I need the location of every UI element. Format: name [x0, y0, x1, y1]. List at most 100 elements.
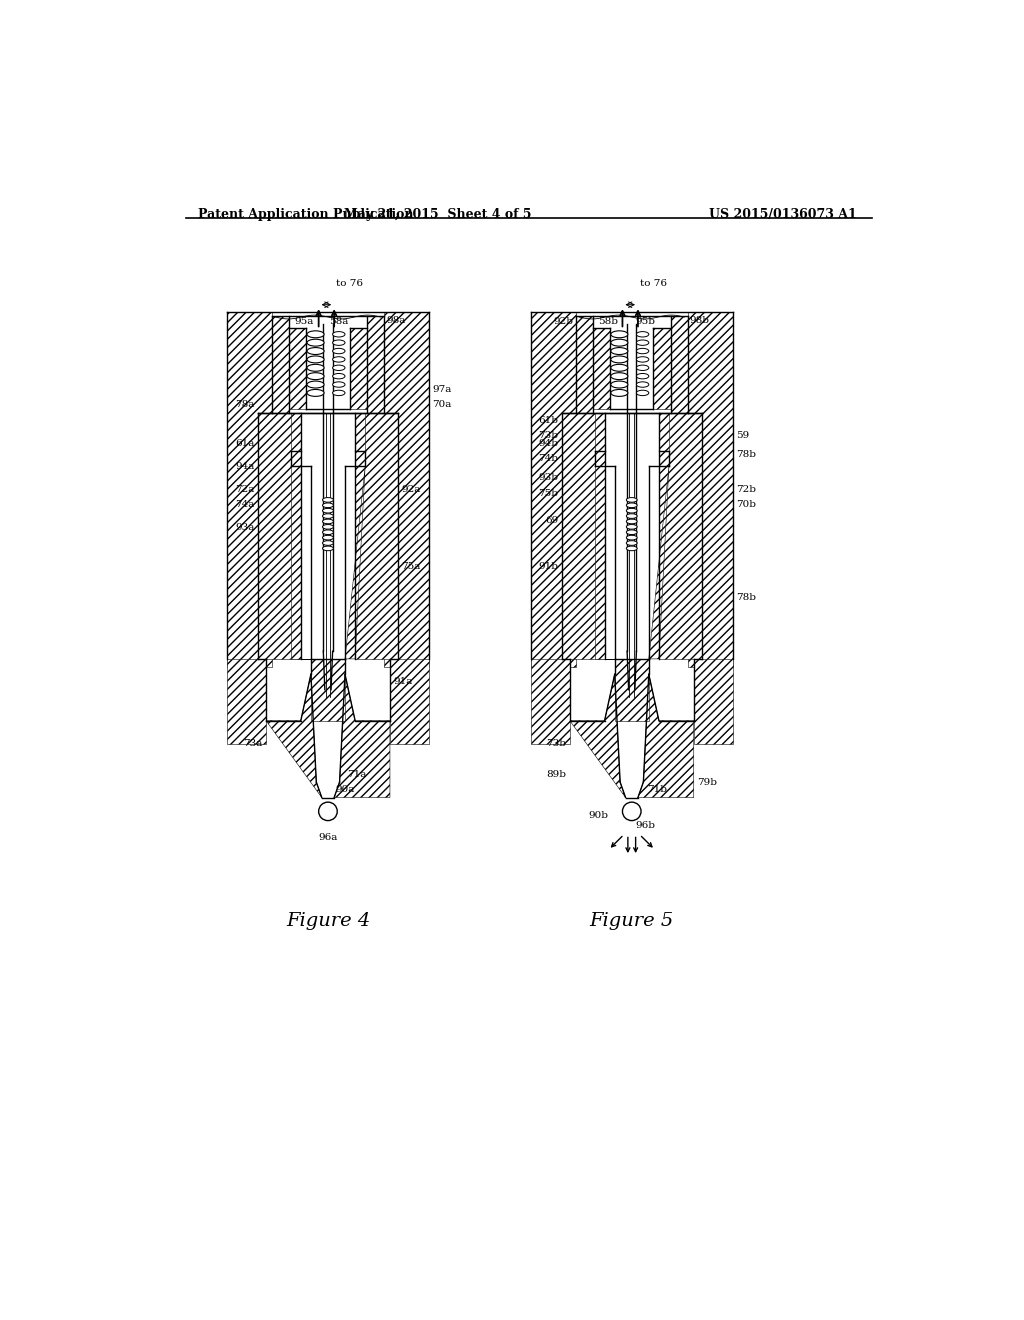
Polygon shape — [345, 466, 366, 659]
Polygon shape — [595, 466, 614, 659]
Polygon shape — [614, 659, 649, 721]
Ellipse shape — [611, 372, 628, 380]
Text: 75b: 75b — [539, 488, 558, 498]
Text: 73b: 73b — [539, 432, 558, 440]
Ellipse shape — [307, 364, 324, 371]
Ellipse shape — [636, 366, 649, 371]
Text: 69: 69 — [545, 516, 558, 525]
Text: 92a: 92a — [401, 484, 421, 494]
Polygon shape — [258, 412, 301, 659]
Ellipse shape — [323, 513, 334, 519]
Ellipse shape — [307, 347, 324, 355]
Ellipse shape — [627, 536, 637, 540]
Text: 92b: 92b — [554, 317, 573, 326]
Ellipse shape — [323, 498, 334, 502]
Polygon shape — [355, 412, 366, 466]
Polygon shape — [575, 317, 593, 412]
Polygon shape — [349, 327, 367, 409]
Polygon shape — [258, 659, 266, 721]
Polygon shape — [367, 317, 384, 412]
Text: 74a: 74a — [234, 500, 254, 510]
Ellipse shape — [307, 389, 324, 396]
Polygon shape — [355, 412, 397, 659]
Text: 98b: 98b — [690, 315, 710, 325]
Ellipse shape — [611, 339, 628, 346]
Text: 96a: 96a — [318, 833, 338, 842]
Polygon shape — [638, 675, 693, 797]
Ellipse shape — [627, 498, 637, 502]
Ellipse shape — [323, 524, 334, 529]
Polygon shape — [693, 659, 732, 743]
Text: 61b: 61b — [539, 416, 558, 425]
Text: 71b: 71b — [647, 785, 668, 795]
Text: 93a: 93a — [234, 524, 254, 532]
Ellipse shape — [627, 503, 637, 508]
Polygon shape — [311, 659, 345, 721]
Polygon shape — [227, 313, 272, 667]
Ellipse shape — [333, 391, 345, 396]
Polygon shape — [595, 412, 604, 466]
Text: 95a: 95a — [295, 317, 314, 326]
Text: 89b: 89b — [546, 770, 566, 779]
Text: 72b: 72b — [736, 484, 757, 494]
Ellipse shape — [627, 546, 637, 550]
Polygon shape — [291, 466, 311, 659]
Ellipse shape — [333, 341, 345, 346]
Polygon shape — [390, 659, 397, 721]
Ellipse shape — [323, 529, 334, 535]
Ellipse shape — [323, 541, 334, 545]
Ellipse shape — [636, 391, 649, 396]
Ellipse shape — [636, 348, 649, 354]
Text: 78b: 78b — [736, 450, 757, 459]
Text: May 21, 2015  Sheet 4 of 5: May 21, 2015 Sheet 4 of 5 — [344, 209, 531, 222]
Text: 59: 59 — [736, 432, 750, 440]
Polygon shape — [653, 327, 671, 409]
Ellipse shape — [333, 356, 345, 362]
Text: Patent Application Publication: Patent Application Publication — [198, 209, 414, 222]
Ellipse shape — [323, 519, 334, 524]
Polygon shape — [658, 412, 669, 466]
Polygon shape — [569, 675, 626, 797]
Polygon shape — [272, 317, 289, 412]
Ellipse shape — [333, 348, 345, 354]
Text: 96b: 96b — [636, 821, 655, 830]
Polygon shape — [227, 659, 266, 743]
Ellipse shape — [627, 513, 637, 519]
Polygon shape — [384, 313, 429, 667]
Text: 71a: 71a — [347, 770, 367, 779]
Ellipse shape — [307, 339, 324, 346]
Ellipse shape — [323, 546, 334, 550]
Text: 78b: 78b — [736, 593, 757, 602]
Ellipse shape — [611, 364, 628, 371]
Polygon shape — [687, 313, 732, 667]
Ellipse shape — [307, 356, 324, 363]
Text: to 76: to 76 — [336, 279, 362, 288]
Text: 93b: 93b — [539, 474, 558, 482]
Ellipse shape — [636, 331, 649, 337]
Text: Figure 5: Figure 5 — [590, 912, 674, 929]
Polygon shape — [266, 675, 322, 797]
Text: 70a: 70a — [432, 400, 452, 409]
Text: 79b: 79b — [697, 777, 718, 787]
Ellipse shape — [611, 331, 628, 338]
Text: 91a: 91a — [394, 677, 414, 686]
Polygon shape — [693, 659, 701, 721]
Ellipse shape — [333, 381, 345, 387]
Text: Figure 4: Figure 4 — [286, 912, 370, 929]
Text: 78a: 78a — [234, 400, 254, 409]
Polygon shape — [289, 327, 306, 409]
Text: 97a: 97a — [432, 385, 452, 393]
Ellipse shape — [636, 374, 649, 379]
Text: 91b: 91b — [539, 562, 558, 572]
Text: 61a: 61a — [234, 438, 254, 447]
Ellipse shape — [627, 524, 637, 529]
Ellipse shape — [611, 389, 628, 396]
Ellipse shape — [636, 356, 649, 362]
Text: 94b: 94b — [539, 438, 558, 447]
Ellipse shape — [611, 347, 628, 355]
Text: to 76: to 76 — [640, 279, 667, 288]
Ellipse shape — [627, 529, 637, 535]
Polygon shape — [531, 313, 575, 667]
Text: US 2015/0136073 A1: US 2015/0136073 A1 — [709, 209, 856, 222]
Ellipse shape — [323, 503, 334, 508]
